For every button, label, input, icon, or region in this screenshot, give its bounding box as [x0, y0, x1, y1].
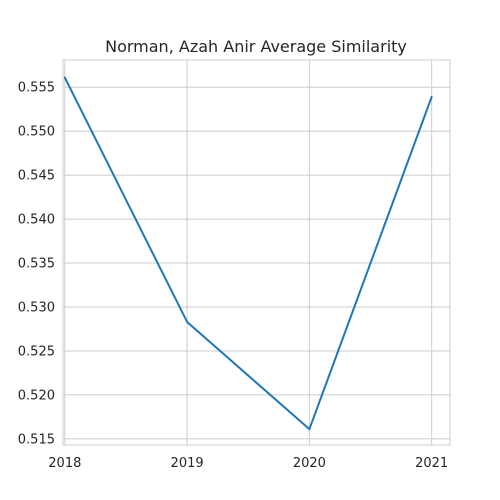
y-tick-label: 0.540: [18, 213, 55, 228]
x-tick-label: 2018: [48, 456, 81, 471]
series-line: [63, 76, 433, 431]
y-tick-label: 0.530: [18, 300, 55, 315]
grid-lines: [63, 60, 450, 445]
series-lines: [63, 76, 433, 431]
y-axis-tick-labels: 0.515 0.520 0.525 0.530 0.535 0.540 0.545 0.550…: [18, 81, 55, 448]
x-tick-label: 2019: [171, 456, 204, 471]
y-tick-label: 0.520: [18, 388, 55, 403]
y-tick-label: 0.515: [18, 432, 55, 447]
chart-title: Norman, Azah Anir Average Similarity: [105, 37, 407, 56]
y-tick-label: 0.550: [18, 125, 55, 140]
y-tick-label: 0.535: [18, 257, 55, 272]
y-tick-label: 0.545: [18, 169, 55, 184]
x-axis-tick-labels: 2018 2019 2020 2021: [48, 456, 448, 471]
x-tick-label: 2021: [415, 456, 448, 471]
x-tick-label: 2020: [293, 456, 326, 471]
plot-frame: [62, 59, 451, 446]
y-tick-label: 0.555: [18, 81, 55, 96]
y-tick-label: 0.525: [18, 344, 55, 359]
